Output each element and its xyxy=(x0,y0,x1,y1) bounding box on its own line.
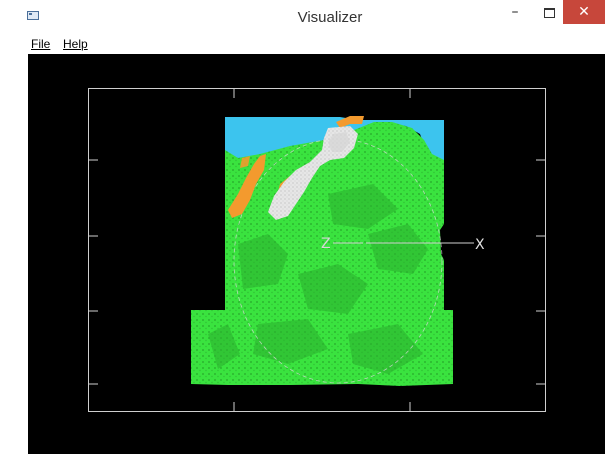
rock-region-inner xyxy=(328,132,350,152)
3d-viewport[interactable]: Z X xyxy=(28,54,605,454)
window-title: Visualizer xyxy=(297,9,363,26)
frame-ticks xyxy=(88,88,546,412)
axis-label-x: X xyxy=(475,237,485,253)
highlight-region-left xyxy=(228,154,266,218)
title-bar[interactable]: Visualizer – ✕ xyxy=(0,0,605,36)
maximize-button[interactable] xyxy=(536,0,562,24)
minimize-button[interactable]: – xyxy=(511,4,519,20)
menu-help[interactable]: Help xyxy=(63,37,88,51)
app-window-icon[interactable] xyxy=(27,11,39,20)
highlight-region-top xyxy=(336,116,364,128)
close-button[interactable]: ✕ xyxy=(563,0,605,24)
scene-canvas: Z X xyxy=(88,88,546,412)
highlight-region-edge xyxy=(240,156,250,168)
terrain-surface xyxy=(191,122,453,386)
terrain-shading xyxy=(208,184,428,374)
axis-label-z: Z xyxy=(321,236,331,252)
bounding-frame xyxy=(88,88,546,412)
maximize-icon xyxy=(543,7,555,18)
menu-file[interactable]: File xyxy=(31,37,51,51)
